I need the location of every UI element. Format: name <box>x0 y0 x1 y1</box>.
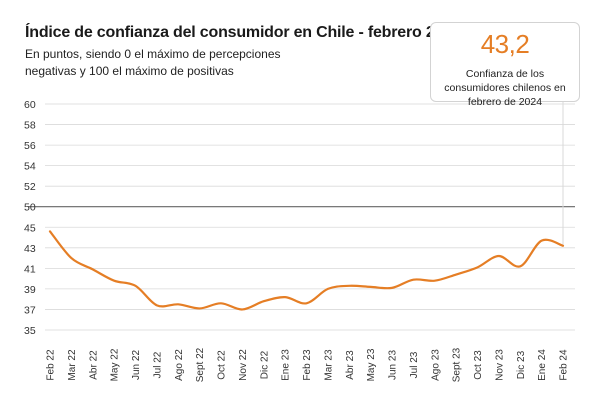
chart-subtitle: En puntos, siendo 0 el máximo de percepc… <box>25 47 281 78</box>
x-tick-label: Mar 23 <box>323 349 334 381</box>
x-tick-label: Ene 24 <box>537 349 548 381</box>
x-tick-label: Jul 22 <box>152 351 163 378</box>
x-tick-label: Dic 23 <box>516 350 527 379</box>
x-tick-label: Ene 23 <box>281 349 292 381</box>
y-tick-label: 43 <box>24 243 36 255</box>
x-tick-label: Sept 23 <box>452 347 463 382</box>
x-tick-label: Feb 23 <box>302 349 313 381</box>
y-tick-label: 54 <box>24 161 36 173</box>
chart-title: Índice de confianza del consumidor en Ch… <box>25 24 461 41</box>
series-layer <box>48 230 565 311</box>
x-tick-label: Nov 23 <box>494 349 505 381</box>
x-tick-label: May 22 <box>110 348 121 381</box>
y-tick-label: 45 <box>24 222 36 234</box>
y-tick-label: 39 <box>24 284 36 296</box>
y-tick-labels: 60 58 56 54 52 50 45 43 41 39 37 35 <box>24 99 36 337</box>
y-tick-label: 50 <box>24 202 36 214</box>
y-tick-label: 56 <box>24 140 36 152</box>
x-tick-label: Jun 22 <box>131 350 142 380</box>
x-tick-label: Nov 22 <box>238 349 249 381</box>
y-tick-label: 35 <box>24 325 36 337</box>
reference-layer <box>28 102 575 246</box>
x-tick-label: Feb 22 <box>46 349 57 381</box>
x-tick-label: Ago 23 <box>430 349 441 381</box>
x-tick-label: Jun 23 <box>388 350 399 380</box>
x-tick-label: May 23 <box>366 348 377 381</box>
y-tick-label: 37 <box>24 304 36 316</box>
x-tick-label: Jul 23 <box>409 351 420 378</box>
y-tick-label: 52 <box>24 181 36 193</box>
callout-caption: Confianza de los consumidores chilenos e… <box>444 68 566 108</box>
x-tick-labels: Feb 22 Mar 22 Abr 22 May 22 Jun 22 Jul 22 Ago … <box>46 347 570 382</box>
callout-value: 43,2 <box>480 29 530 59</box>
x-tick-label: Feb 24 <box>559 349 570 381</box>
grid-layer <box>45 103 575 331</box>
x-tick-label: Abr 22 <box>88 350 99 380</box>
x-tick-label: Dic 22 <box>259 350 270 379</box>
x-tick-label: Oct 22 <box>217 350 228 380</box>
highlight-callout: 43,2 Confianza de los consumidores chile… <box>430 22 580 108</box>
y-tick-label: 41 <box>24 263 36 275</box>
x-tick-label: Mar 22 <box>67 349 78 381</box>
y-tick-label: 60 <box>24 99 36 111</box>
y-tick-label: 58 <box>24 120 36 132</box>
x-tick-label: Abr 23 <box>345 350 356 380</box>
series-line <box>48 230 565 311</box>
x-tick-label: Ago 22 <box>174 349 185 381</box>
x-tick-label: Oct 23 <box>473 350 484 380</box>
x-tick-label: Sept 22 <box>195 347 206 382</box>
